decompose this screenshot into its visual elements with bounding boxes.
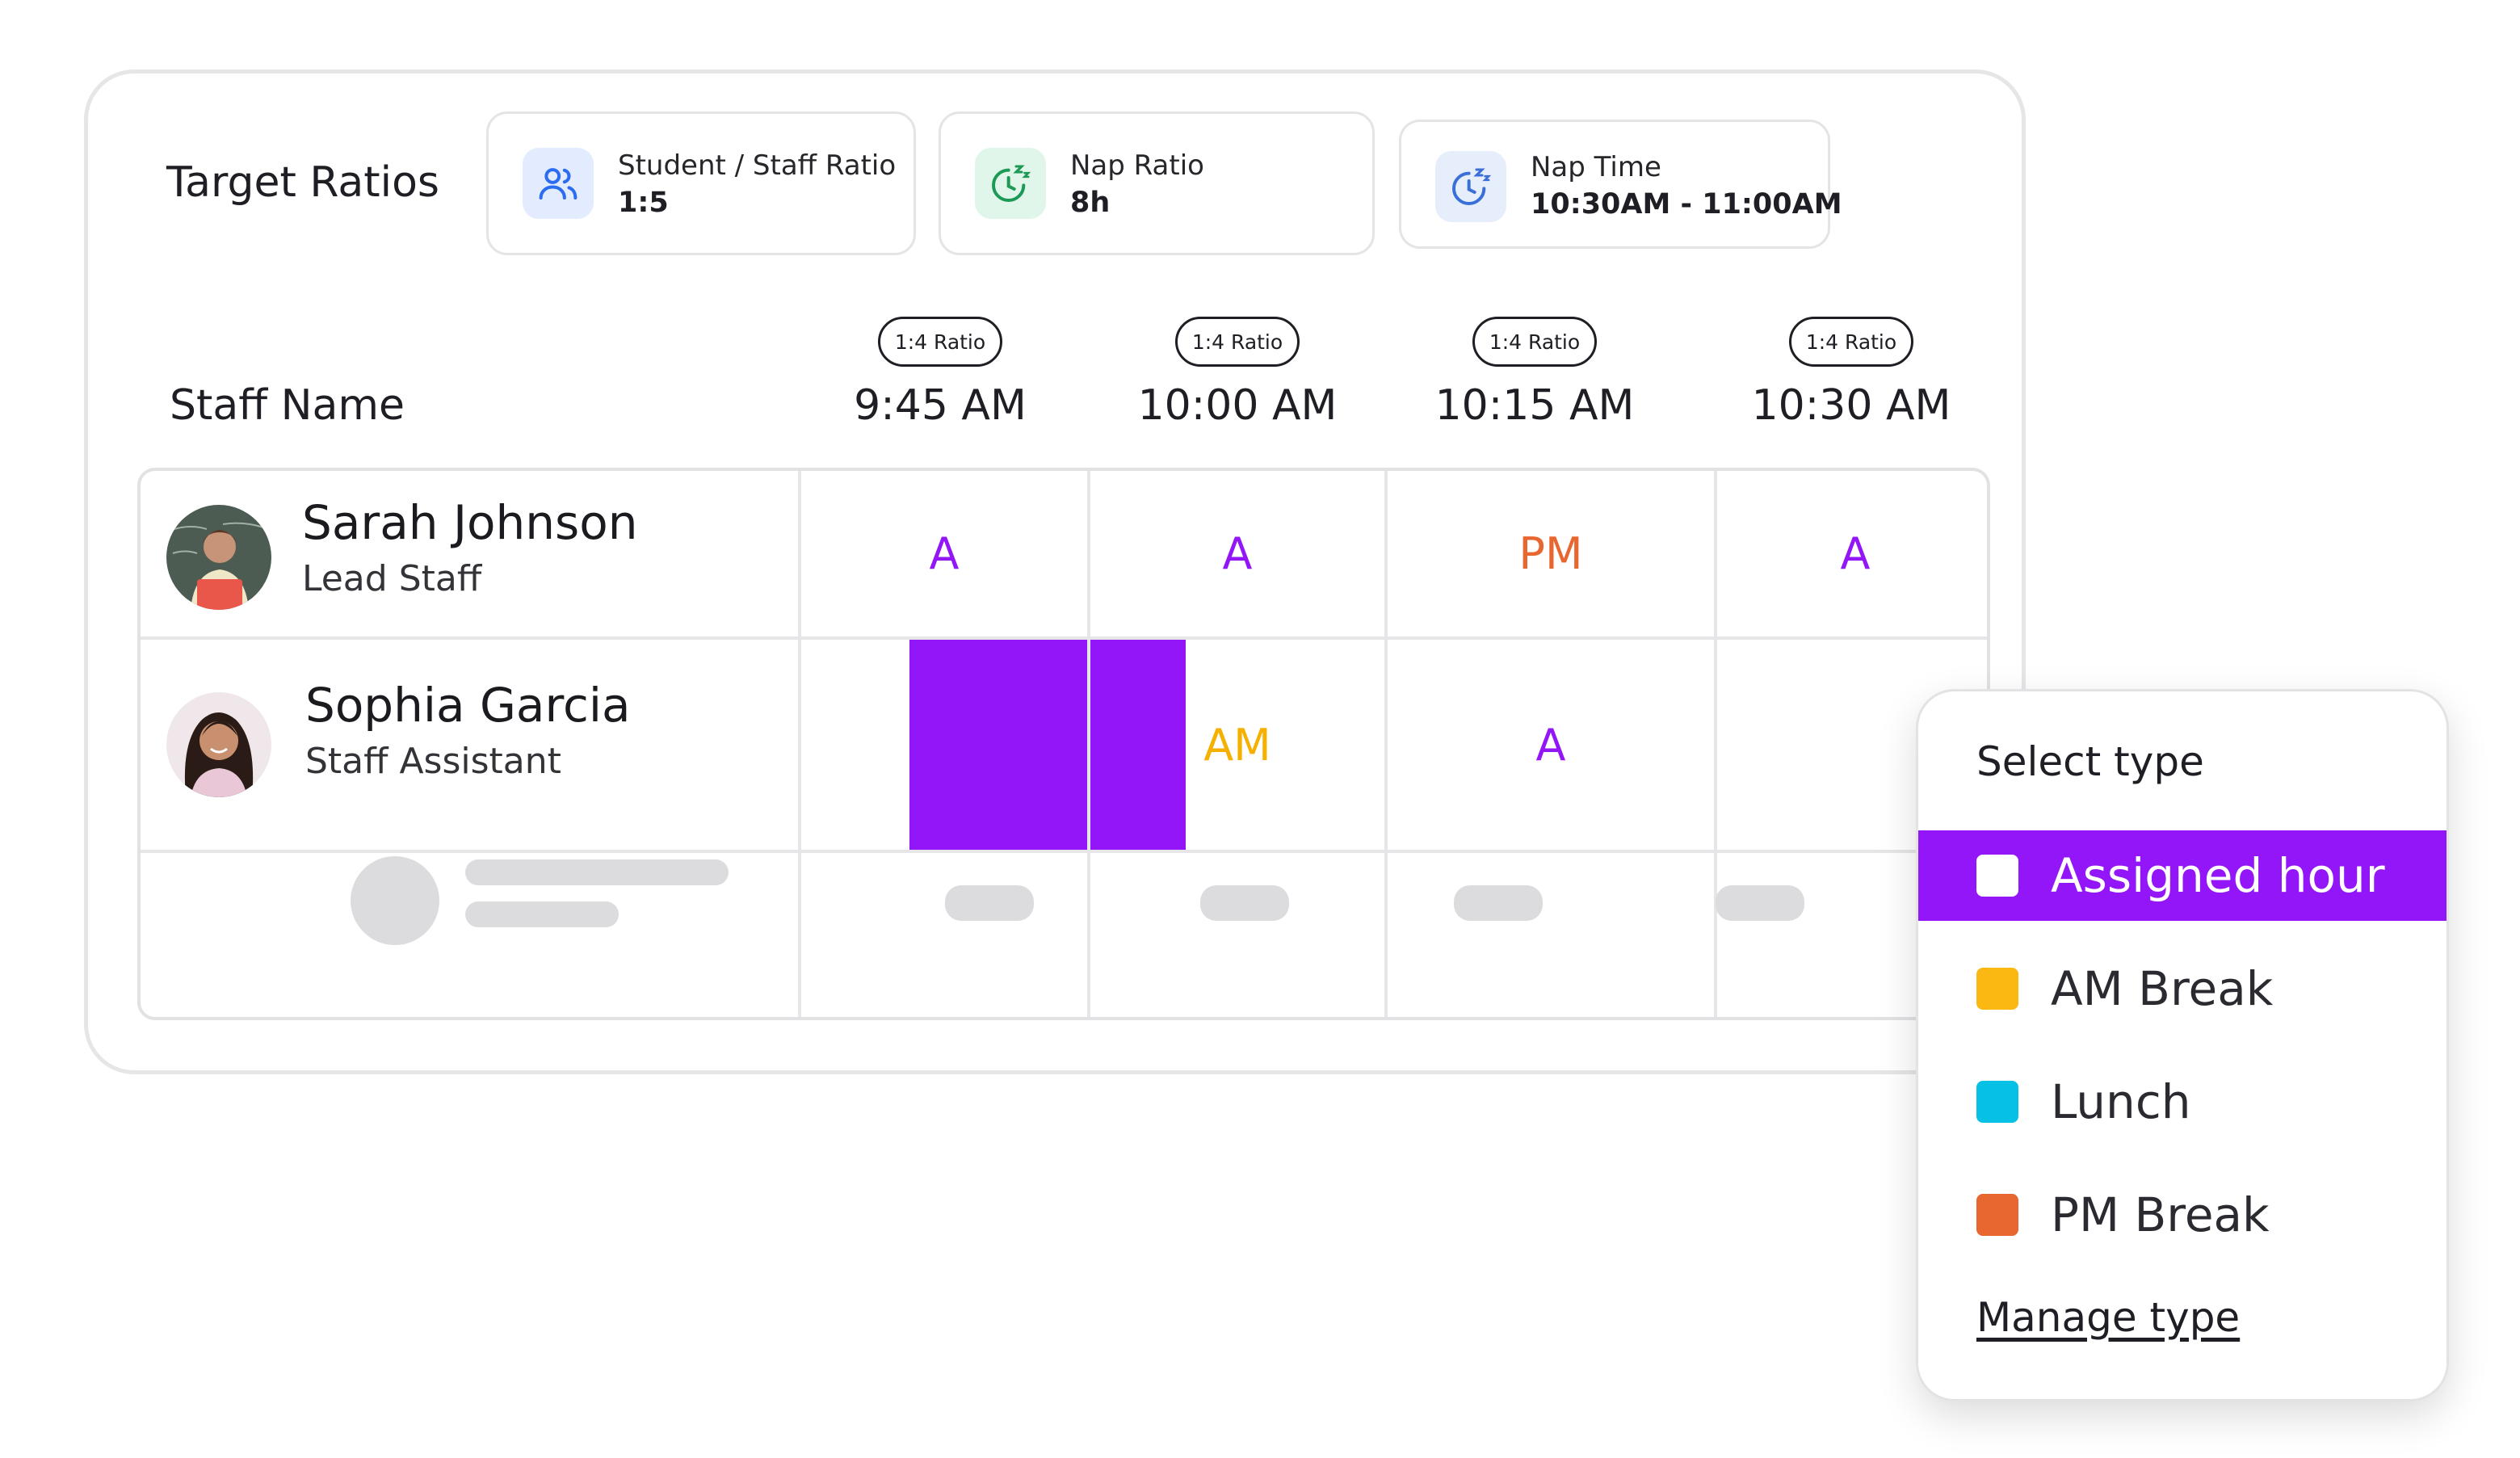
select-type-dropdown: Select type Assigned hour AM Break Lunch… bbox=[1916, 689, 2449, 1401]
nap-time-icon bbox=[1435, 151, 1506, 222]
time-column-header: 1:4 Ratio 10:30 AM bbox=[1730, 317, 1972, 430]
nap-clock-icon bbox=[975, 148, 1046, 219]
option-label: PM Break bbox=[2051, 1187, 2270, 1242]
schedule-cell[interactable]: A bbox=[1535, 719, 1566, 771]
skeleton-line bbox=[465, 859, 729, 885]
avatar bbox=[166, 505, 271, 610]
nap-time-card: Nap Time 10:30AM - 11:00AM bbox=[1399, 120, 1842, 249]
manage-type-link[interactable]: Manage type bbox=[1976, 1294, 2241, 1341]
time-label: 10:30 AM bbox=[1751, 381, 1951, 430]
schedule-cell[interactable]: A bbox=[929, 528, 960, 579]
nap-ratio-label: Nap Ratio bbox=[1070, 149, 1204, 182]
schedule-cell[interactable]: A bbox=[1222, 528, 1253, 579]
avatar bbox=[166, 692, 271, 797]
staff-role: Staff Assistant bbox=[305, 741, 561, 782]
schedule-cell[interactable]: PM bbox=[1518, 528, 1583, 579]
ratio-pill: 1:4 Ratio bbox=[1472, 317, 1598, 367]
time-column-header: 1:4 Ratio 9:45 AM bbox=[819, 317, 1061, 430]
skeleton-pill bbox=[1200, 885, 1289, 921]
skeleton-pill bbox=[1454, 885, 1543, 921]
staff-name: Sarah Johnson bbox=[302, 495, 638, 550]
skeleton-line bbox=[465, 901, 619, 927]
option-label: AM Break bbox=[2051, 961, 2274, 1016]
schedule-cell-selected[interactable]: A bbox=[1840, 719, 1871, 771]
skeleton-pill bbox=[945, 885, 1034, 921]
color-swatch bbox=[1976, 855, 2018, 897]
color-swatch bbox=[1976, 1081, 2018, 1123]
student-staff-ratio-value: 1:5 bbox=[618, 187, 669, 219]
option-lunch[interactable]: Lunch bbox=[1918, 1057, 2446, 1147]
option-label: Assigned hour bbox=[2051, 848, 2385, 903]
color-swatch bbox=[1976, 968, 2018, 1010]
option-am-break[interactable]: AM Break bbox=[1918, 943, 2446, 1034]
student-staff-ratio-label: Student / Staff Ratio bbox=[618, 149, 897, 182]
users-icon bbox=[523, 148, 594, 219]
time-column-header: 1:4 Ratio 10:15 AM bbox=[1413, 317, 1656, 430]
ratio-pill: 1:4 Ratio bbox=[1174, 317, 1300, 367]
target-ratios-title: Target Ratios bbox=[166, 158, 439, 207]
nap-time-value: 10:30AM - 11:00AM bbox=[1531, 188, 1842, 221]
selected-cell-highlight bbox=[909, 640, 1186, 853]
schedule-cell[interactable]: A bbox=[1840, 528, 1871, 579]
schedule-cell[interactable]: AM bbox=[1203, 719, 1271, 771]
skeleton-pill bbox=[1716, 885, 1804, 921]
time-label: 9:45 AM bbox=[854, 381, 1027, 430]
color-swatch bbox=[1976, 1194, 2018, 1236]
schedule-grid: Sarah Johnson Lead Staff A A PM A Sophia… bbox=[137, 468, 1990, 1020]
option-pm-break[interactable]: PM Break bbox=[1918, 1170, 2446, 1260]
ratio-pill: 1:4 Ratio bbox=[877, 317, 1003, 367]
skeleton-avatar bbox=[351, 856, 439, 945]
nap-time-label: Nap Time bbox=[1531, 151, 1661, 183]
option-assigned-hour[interactable]: Assigned hour bbox=[1918, 830, 2446, 921]
staff-role: Lead Staff bbox=[302, 558, 482, 599]
ratio-pill: 1:4 Ratio bbox=[1788, 317, 1914, 367]
nap-ratio-card: Nap Ratio 8h bbox=[939, 111, 1375, 255]
schedule-cell[interactable]: A bbox=[929, 719, 960, 771]
time-column-header: 1:4 Ratio 10:00 AM bbox=[1116, 317, 1359, 430]
option-label: Lunch bbox=[2051, 1074, 2191, 1129]
staff-name: Sophia Garcia bbox=[305, 678, 631, 733]
staff-name-header: Staff Name bbox=[170, 381, 405, 430]
dropdown-title: Select type bbox=[1976, 738, 2204, 785]
time-label: 10:00 AM bbox=[1137, 381, 1338, 430]
student-staff-ratio-card: Student / Staff Ratio 1:5 bbox=[486, 111, 916, 255]
time-label: 10:15 AM bbox=[1434, 381, 1635, 430]
nap-ratio-value: 8h bbox=[1070, 187, 1111, 219]
